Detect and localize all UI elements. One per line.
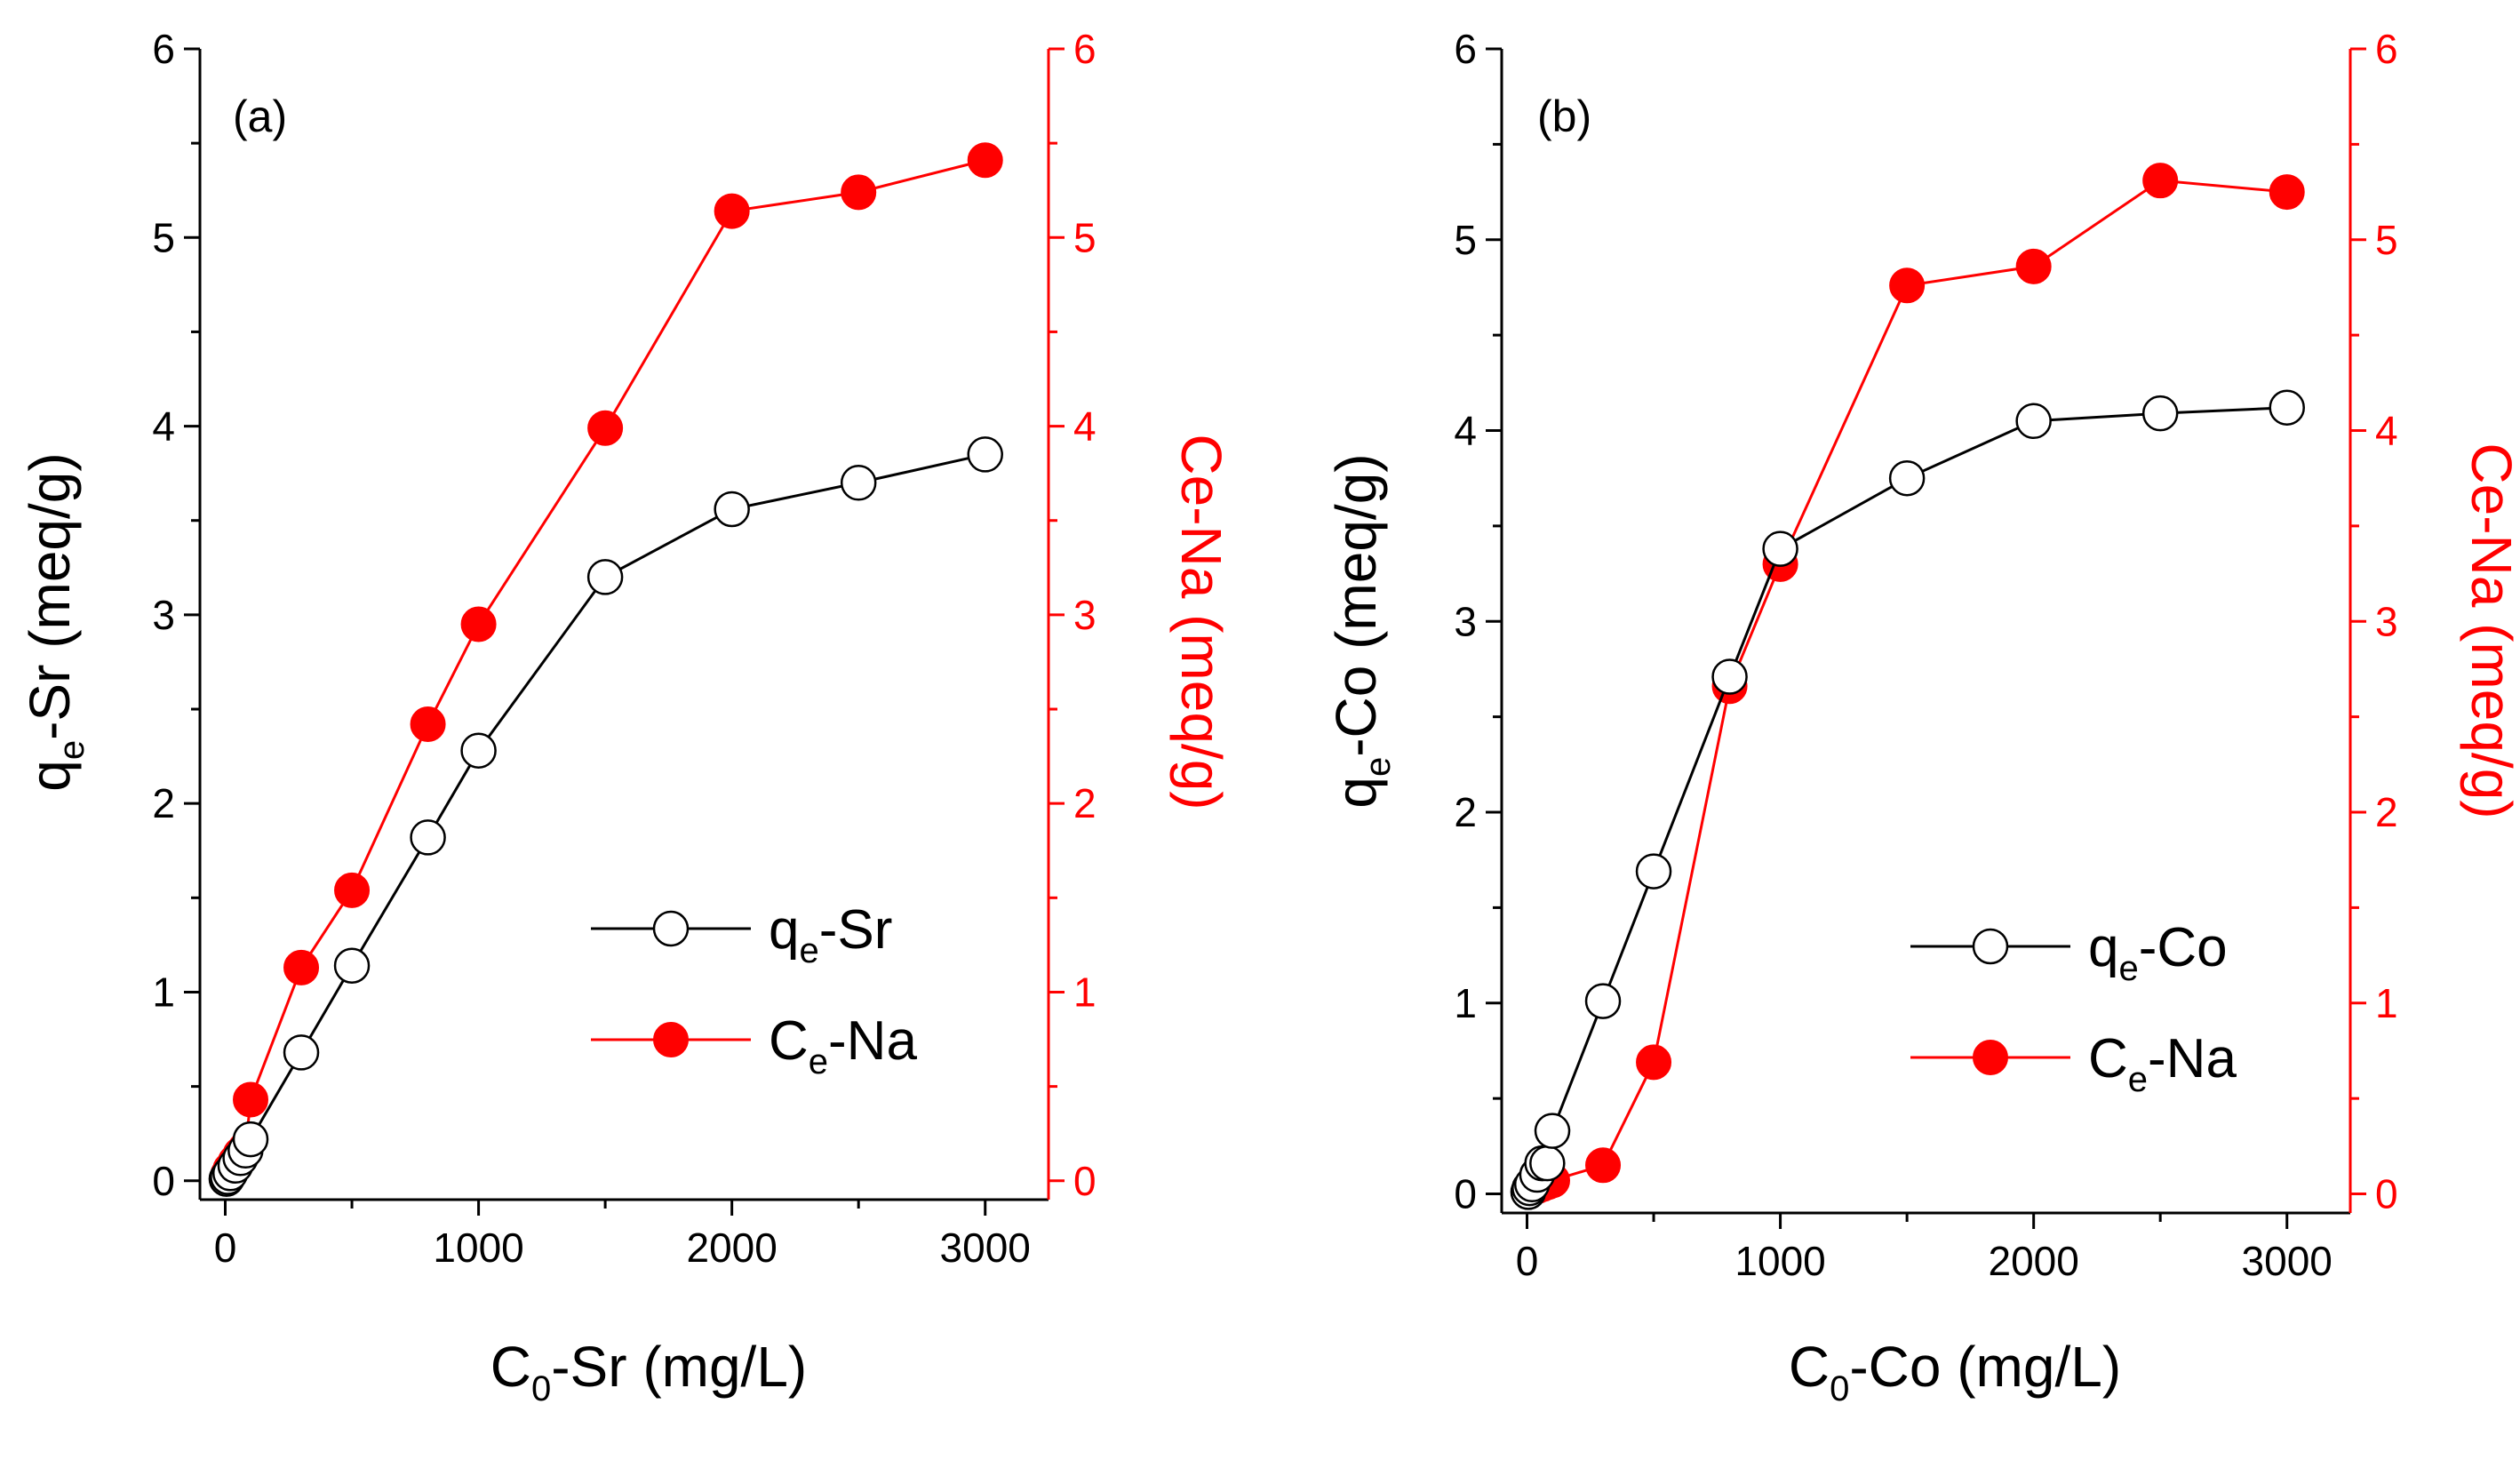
- data-point-q_e-Sr: [967, 436, 1003, 473]
- y-left-tick-label: 3: [152, 592, 175, 638]
- data-point-C_e-Na: [1889, 267, 1926, 304]
- data-point-q_e-Sr: [333, 947, 371, 985]
- y-left-tick-label: 4: [152, 403, 175, 450]
- data-point-C_e-Na: [2269, 174, 2305, 211]
- data-point-q_e-Co: [1635, 853, 1672, 890]
- x-tick-label: 3000: [940, 1225, 1031, 1271]
- y-right-tick-label: 2: [1073, 780, 1097, 826]
- y-right-tick-label: 6: [1073, 26, 1097, 72]
- x-tick-label: 0: [1516, 1238, 1539, 1284]
- data-point-q_e-Sr: [714, 491, 750, 528]
- y-left-tick-label: 3: [1454, 598, 1477, 644]
- data-point-C_e-Na: [841, 174, 877, 211]
- x-axis-title: C0-Co (mg/L): [1789, 1335, 2121, 1408]
- data-point-q_e-Co: [1888, 459, 1926, 497]
- y-right-tick-label: 3: [1073, 592, 1097, 638]
- x-tick-label: 2000: [686, 1225, 777, 1271]
- data-point-C_e-Na: [714, 193, 750, 229]
- x-tick-label: 0: [214, 1225, 237, 1271]
- y-right-tick-label: 4: [2375, 408, 2398, 454]
- y-right-tick-label: 2: [2375, 789, 2398, 835]
- data-point-C_e-Na: [587, 410, 624, 446]
- legend-marker-q_e-Sr: [652, 910, 690, 947]
- data-point-q_e-Sr: [460, 732, 497, 769]
- legend: qe-Co Ce-Na: [1910, 917, 2237, 1099]
- data-point-C_e-Na: [410, 706, 446, 743]
- data-point-C_e-Na: [967, 142, 1003, 179]
- y-left-tick-label: 0: [152, 1158, 175, 1204]
- y-left-tick-label: 2: [1454, 789, 1477, 835]
- x-tick-label: 1000: [1734, 1238, 1825, 1284]
- legend-label-C_e-Na: Ce-Na: [2088, 1028, 2237, 1099]
- y-left-tick-label: 4: [1454, 408, 1477, 454]
- data-point-q_e-Co: [2141, 395, 2179, 432]
- x-tick-label: 2000: [1988, 1238, 2078, 1284]
- data-point-C_e-Na: [233, 1081, 269, 1118]
- y-left-tick-label: 5: [152, 214, 175, 260]
- data-point-C_e-Na: [460, 606, 497, 642]
- y-right-tick-label: 5: [2375, 217, 2398, 263]
- data-point-q_e-Co: [2269, 389, 2305, 426]
- data-point-q_e-Sr: [410, 819, 446, 856]
- y-right-tick-label: 6: [2375, 26, 2398, 72]
- y-right-tick-label: 0: [1073, 1158, 1097, 1204]
- y-left-tick-label: 2: [152, 780, 175, 826]
- y-right-tick-label: 4: [1073, 403, 1097, 450]
- panel-label: (a): [233, 92, 287, 141]
- data-point-C_e-Na: [1585, 1147, 1622, 1184]
- data-point-q_e-Co: [1762, 531, 1798, 567]
- y-left-tick-label: 0: [1454, 1171, 1477, 1217]
- y-left-tick-label: 1: [152, 969, 175, 1015]
- x-tick-label: 1000: [433, 1225, 523, 1271]
- y-right-tick-label: 1: [2375, 980, 2398, 1026]
- data-point-C_e-Na: [2142, 163, 2179, 199]
- y-left-tick-label: 6: [1454, 26, 1477, 72]
- chart-panel-b: 0 1000 2000 3000 0 1 2 3 4 5 6 0 1 2 3 4 5 6 (b) C0-Co (mg/…: [1324, 26, 2520, 1408]
- y-right-tick-label: 3: [2375, 598, 2398, 644]
- data-point-C_e-Na: [2015, 248, 2052, 284]
- data-point-q_e-Co: [1534, 1113, 1571, 1149]
- data-point-q_e-Sr: [840, 465, 877, 501]
- y-left-tick-label: 1: [1454, 980, 1477, 1026]
- data-point-q_e-Sr: [232, 1121, 269, 1158]
- panel-label: (b): [1537, 92, 1591, 141]
- legend-label-q_e-Co: qe-Co: [2088, 917, 2228, 988]
- y-left-axis-title: qe-Sr (meq/g): [18, 452, 92, 791]
- data-point-q_e-Co: [2015, 403, 2052, 440]
- y-right-axis-title: Ce-Na (meq/g): [2460, 443, 2520, 818]
- data-point-C_e-Na: [334, 872, 371, 908]
- y-left-tick-label: 5: [1454, 217, 1477, 263]
- chart-panel-a: 0 1000 2000 3000 0 1 2 3 4 5 6 0 1 2 3 4 5 6 (a) C0-Sr (mg/…: [18, 26, 1233, 1408]
- data-point-q_e-Sr: [283, 1034, 320, 1071]
- y-right-axis-title: Ce-Na (meq/g): [1169, 434, 1233, 810]
- data-point-C_e-Na: [1636, 1044, 1672, 1081]
- legend-marker-C_e-Na: [1973, 1040, 2008, 1075]
- data-point-C_e-Na: [283, 949, 320, 985]
- y-left-axis-title: qe-Co (meq/g): [1324, 453, 1398, 808]
- legend-marker-q_e-Co: [1972, 928, 2009, 965]
- data-point-q_e-Sr: [586, 559, 624, 595]
- data-point-q_e-Co: [1711, 658, 1748, 695]
- data-point-q_e-Co: [1584, 983, 1622, 1019]
- legend-label-q_e-Sr: qe-Sr: [769, 899, 892, 970]
- y-left-tick-label: 6: [152, 26, 175, 72]
- legend-label-C_e-Na: Ce-Na: [769, 1010, 917, 1081]
- x-tick-label: 3000: [2242, 1238, 2333, 1284]
- y-right-tick-label: 0: [2375, 1171, 2398, 1217]
- x-axis-title: C0-Sr (mg/L): [490, 1335, 807, 1408]
- data-point-q_e-Co: [1529, 1145, 1566, 1182]
- legend-marker-C_e-Na: [653, 1022, 689, 1057]
- y-right-tick-label: 1: [1073, 969, 1097, 1015]
- y-right-tick-label: 5: [1073, 214, 1097, 260]
- legend: qe-Sr Ce-Na: [591, 899, 917, 1081]
